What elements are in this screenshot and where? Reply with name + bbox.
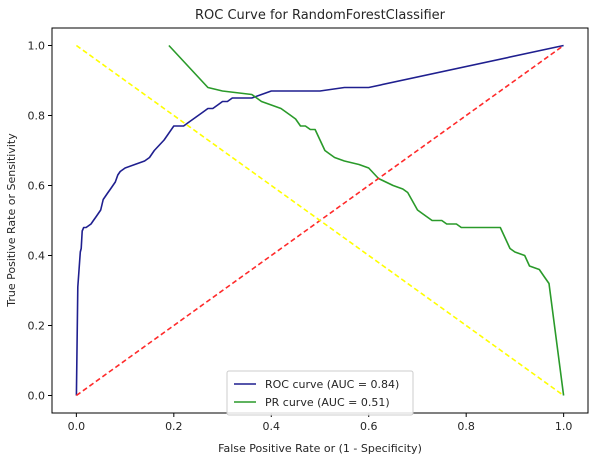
legend-label: ROC curve (AUC = 0.84) bbox=[265, 378, 399, 391]
x-tick-label: 1.0 bbox=[555, 420, 573, 433]
x-tick-label: 0.8 bbox=[457, 420, 475, 433]
y-tick-label: 0.8 bbox=[28, 110, 46, 123]
y-axis-label: True Positive Rate or Sensitivity bbox=[5, 133, 18, 308]
series-line-0 bbox=[75, 44, 564, 396]
y-tick-label: 0.2 bbox=[28, 320, 46, 333]
x-tick-label: 0.2 bbox=[165, 420, 183, 433]
y-tick-label: 0.0 bbox=[28, 390, 46, 403]
legend-box bbox=[226, 370, 414, 416]
series-line-3 bbox=[75, 44, 565, 397]
x-axis-label: False Positive Rate or (1 - Specificity) bbox=[218, 442, 422, 455]
chart-title: ROC Curve for RandomForestClassifier bbox=[195, 8, 446, 23]
x-tick-label: 0.6 bbox=[360, 420, 378, 433]
x-tick-label: 0.0 bbox=[68, 420, 86, 433]
y-tick-label: 0.6 bbox=[28, 180, 46, 193]
y-tick-label: 1.0 bbox=[28, 40, 46, 53]
x-axis: 0.0 0.2 0.4 0.6 0.8 1.0 bbox=[68, 413, 573, 433]
x-tick-label: 0.4 bbox=[263, 420, 281, 433]
plot-area bbox=[75, 44, 565, 397]
y-tick-label: 0.4 bbox=[28, 250, 46, 263]
legend: ROC curve (AUC = 0.84) PR curve (AUC = 0.… bbox=[226, 370, 414, 416]
legend-label: PR curve (AUC = 0.51) bbox=[265, 396, 390, 409]
y-axis: 0.0 0.2 0.4 0.6 0.8 1.0 bbox=[28, 40, 52, 403]
